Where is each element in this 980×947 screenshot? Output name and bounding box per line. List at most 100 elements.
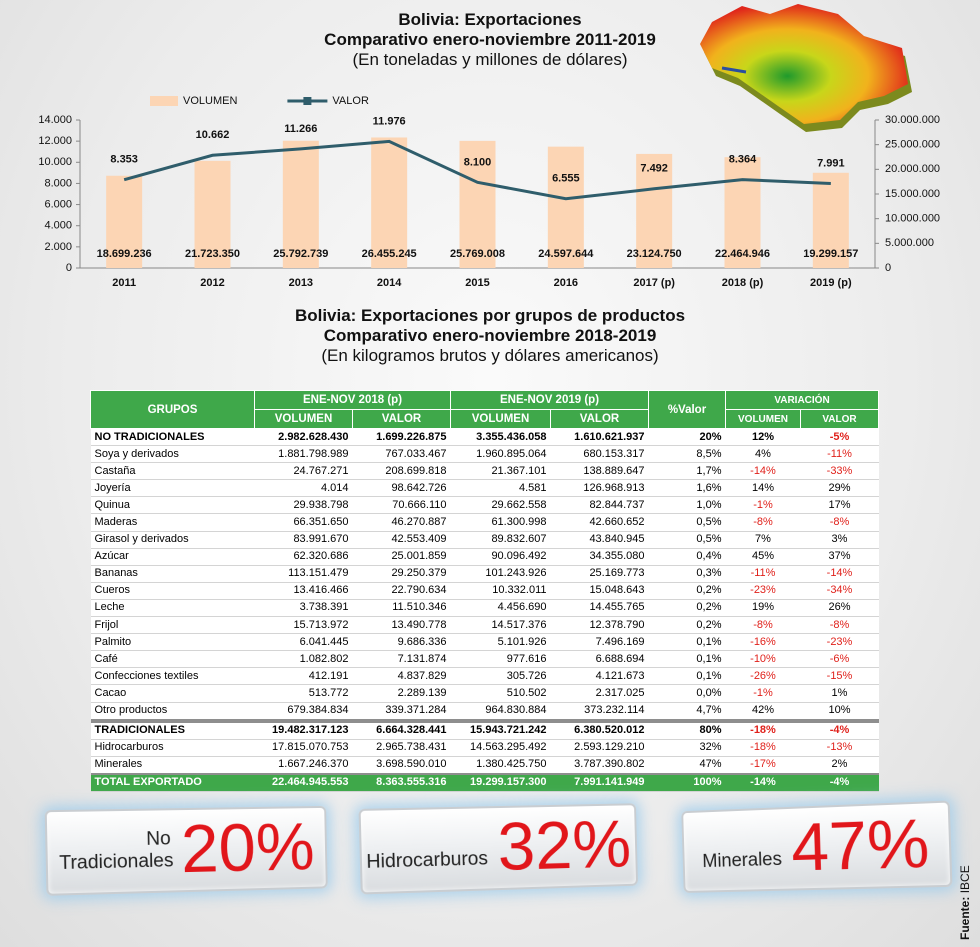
table-cell: -13% — [800, 739, 879, 757]
table-cell: 19.299.157.300 — [450, 772, 551, 792]
table-cell: -34% — [800, 582, 879, 600]
table-cell: 37% — [800, 548, 879, 566]
table-cell: -8% — [725, 616, 801, 635]
table-cell: 13.490.778 — [352, 616, 451, 635]
table-cell: -8% — [725, 513, 801, 532]
table-cell: -8% — [800, 513, 879, 532]
table-cell: 3.738.391 — [254, 599, 353, 618]
map-decoration — [700, 4, 912, 132]
table-cell: Café — [90, 650, 255, 669]
table-cell: 62.320.686 — [254, 548, 353, 566]
table-cell: Minerales — [90, 756, 255, 775]
table-cell: 10% — [800, 702, 879, 722]
table-cell: Frijol — [90, 616, 255, 635]
table-cell: 3.698.590.010 — [352, 756, 451, 775]
table-cell: 113.151.479 — [254, 565, 353, 583]
table-cell: 6.664.328.441 — [352, 718, 451, 740]
table-cell: Girasol y derivados — [90, 531, 255, 549]
table-cell: 1.699.226.875 — [352, 428, 451, 447]
table-cell: 45% — [725, 548, 801, 566]
table-cell: 1.610.621.937 — [550, 428, 649, 447]
table-cell: 679.384.834 — [254, 702, 353, 722]
y-tick-label: 4.000 — [44, 220, 72, 232]
x-tick-label: 2011 — [112, 277, 136, 289]
highlight-label: No Tradicionales — [58, 828, 174, 875]
header-cell: VALOR — [800, 409, 879, 429]
table-cell: 1,6% — [648, 479, 726, 498]
table-cell: 0,4% — [648, 548, 726, 566]
y2-tick-label: 5.000.000 — [885, 237, 934, 249]
table-cell: 14.517.376 — [450, 616, 551, 635]
header-cell: VALOR — [352, 409, 451, 429]
source: Fuente: IBCE — [958, 865, 972, 940]
table-row: Joyería 4.014 98.642.726 4.581 126.968.913 1,… — [90, 479, 879, 498]
header-row: GRUPOS ENE-NOV 2018 (p) ENE-NOV 2019 (p) %V… — [90, 390, 879, 429]
table-cell: 12.378.790 — [550, 616, 649, 635]
bar-value-label: 24.597.644 — [538, 248, 594, 260]
table-cell: -8% — [800, 616, 879, 635]
highlight-value: 32% — [496, 806, 632, 886]
table-cell: 34.355.080 — [550, 548, 649, 566]
table-cell: 0,1% — [648, 667, 726, 686]
chart-heading: Bolivia: Exportaciones Comparativo enero… — [0, 10, 980, 70]
x-tick-label: 2012 — [200, 277, 224, 289]
table-cell: 29.662.558 — [450, 496, 551, 515]
table-cell: -4% — [800, 718, 879, 740]
table-cell: 126.968.913 — [550, 479, 649, 498]
source-name: IBCE — [958, 865, 972, 894]
table-cell: 4.581 — [450, 479, 551, 498]
line-value-label: 11.976 — [373, 115, 406, 127]
bar-value-label: 25.769.008 — [450, 248, 505, 260]
header-cell: ENE-NOV 2019 (p) — [450, 390, 649, 410]
y-tick-label: 14.000 — [38, 114, 72, 126]
table-cell: 3.355.436.058 — [450, 428, 551, 447]
table-cell: 6.380.520.012 — [550, 718, 649, 740]
header-cell: VALOR — [550, 409, 649, 429]
line-value-label: 10.662 — [196, 129, 230, 141]
x-tick-label: 2019 (p) — [810, 277, 852, 289]
table-row: Minerales 1.667.246.370 3.698.590.010 1.380… — [90, 756, 879, 775]
bar — [547, 146, 584, 268]
table-cell: 0,0% — [648, 684, 726, 703]
bar-value-label: 26.455.245 — [362, 248, 417, 260]
table-row: Otro productos 679.384.834 339.371.284 964.… — [90, 702, 879, 722]
table-cell: 7.991.141.949 — [550, 772, 649, 792]
table-subtitle: Comparativo enero-noviembre 2018-2019 — [323, 326, 657, 345]
x-tick-label: 2013 — [289, 277, 313, 289]
y-tick-label: 10.000 — [38, 156, 72, 168]
table-cell: 1.380.425.750 — [450, 756, 551, 775]
table-cell: 1.960.895.064 — [450, 445, 551, 464]
highlight-label: Minerales — [702, 848, 783, 873]
table-cell: 680.153.317 — [550, 445, 649, 464]
table-cell: -11% — [800, 445, 879, 464]
table-row: NO TRADICIONALES 2.982.628.430 1.699.226.8… — [90, 428, 879, 447]
table-cell: 7.496.169 — [550, 633, 649, 652]
table-cell: 47% — [648, 756, 726, 775]
y2-tick-label: 20.000.000 — [885, 163, 940, 175]
table-cell: 767.033.467 — [352, 445, 451, 464]
header-cell: VARIACIÓN — [725, 390, 879, 410]
x-tick-label: 2017 (p) — [633, 277, 675, 289]
table-cell: Quinua — [90, 496, 255, 515]
table-cell: 19.482.317.123 — [254, 718, 353, 740]
legend-label: VALOR — [332, 95, 369, 107]
y-tick-label: 2.000 — [44, 241, 72, 253]
table-cell: 13.416.466 — [254, 582, 353, 600]
table-head: GRUPOS ENE-NOV 2018 (p) ENE-NOV 2019 (p) %V… — [90, 390, 879, 429]
table-cell: -14% — [725, 462, 801, 481]
table-cell: 1.082.802 — [254, 650, 353, 669]
table-cell: 2% — [800, 756, 879, 775]
table-cell: Otro productos — [90, 702, 255, 722]
table-cell: 1% — [800, 684, 879, 703]
table-cell: -26% — [725, 667, 801, 686]
y-tick-label: 8.000 — [44, 177, 72, 189]
table-row: Cueros 13.416.466 22.790.634 10.332.011 15.0… — [90, 582, 879, 600]
table-cell: 6.041.445 — [254, 633, 353, 652]
bar — [282, 140, 319, 268]
table-cell: -18% — [725, 718, 801, 740]
line-value-label: 11.266 — [284, 123, 317, 135]
table-cell: Palmito — [90, 633, 255, 652]
line-value-label: 8.100 — [464, 156, 492, 168]
